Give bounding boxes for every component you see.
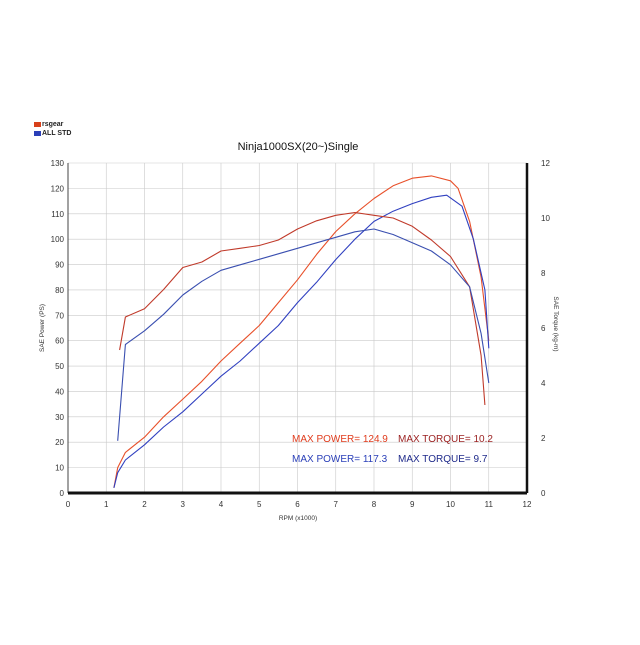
y-right-tick-labels: 0 2 4 6 8 10 12: [541, 159, 550, 498]
rsgear-torque-line: [119, 211, 486, 406]
y-left-tick-label: 80: [55, 286, 64, 295]
x-tick-label: 11: [485, 500, 494, 509]
x-tick-label: 5: [257, 500, 262, 509]
all-std-power-line: [113, 194, 490, 489]
x-tick-label: 3: [181, 500, 186, 509]
annotation-std-torque: MAX TORQUE= 9.7: [398, 454, 488, 465]
y-left-tick-label: 40: [55, 387, 64, 396]
legend-item-rsgear: rsgear: [34, 120, 71, 129]
annotation-rs-torque: MAX TORQUE= 10.2: [398, 434, 493, 445]
x-tick-labels: 0 1 2 3 4 5 6 7 8 9 10 11 12: [66, 500, 532, 509]
series-lines: [113, 175, 490, 489]
y-right-tick-label: 2: [541, 434, 546, 443]
y-right-tick-label: 4: [541, 379, 546, 388]
annotation-rs-power: MAX POWER= 124.9: [292, 434, 388, 445]
x-tick-label: 7: [334, 500, 339, 509]
axes: [67, 163, 529, 495]
y-left-axis-label: SAE Power (PS): [39, 304, 46, 352]
legend-swatch-all-std: [34, 131, 41, 136]
legend-swatch-rsgear: [34, 122, 41, 127]
annotation-std-power: MAX POWER= 117.3: [292, 454, 388, 465]
y-left-tick-label: 0: [60, 489, 65, 498]
y-left-tick-label: 90: [55, 261, 64, 270]
y-left-tick-label: 120: [51, 184, 65, 193]
y-left-tick-label: 30: [55, 413, 64, 422]
x-tick-label: 4: [219, 500, 224, 509]
y-left-tick-label: 100: [51, 235, 65, 244]
x-tick-label: 10: [446, 500, 455, 509]
y-left-tick-labels: 0 10 20 30 40 50 60 70 80 90 100 110 120 130: [51, 159, 65, 498]
rsgear-power-line: [113, 175, 490, 489]
x-tick-label: 6: [295, 500, 300, 509]
x-tick-label: 2: [142, 500, 147, 509]
x-tick-label: 12: [523, 500, 532, 509]
y-left-tick-label: 60: [55, 337, 64, 346]
all-std-torque-line: [117, 228, 490, 441]
x-tick-label: 1: [104, 500, 109, 509]
x-tick-label: 0: [66, 500, 71, 509]
legend-label-rsgear: rsgear: [42, 121, 64, 128]
x-tick-label: 9: [410, 500, 415, 509]
y-right-tick-label: 10: [541, 214, 550, 223]
y-right-tick-label: 12: [541, 159, 550, 168]
y-left-tick-label: 20: [55, 438, 64, 447]
legend-label-all-std: ALL STD: [42, 130, 72, 137]
y-right-tick-label: 6: [541, 324, 546, 333]
y-left-tick-label: 50: [55, 362, 64, 371]
y-right-tick-label: 8: [541, 269, 546, 278]
chart-title: Ninja1000SX(20~)Single: [238, 141, 359, 153]
legend-item-all-std: ALL STD: [34, 129, 71, 138]
y-left-tick-label: 70: [55, 311, 64, 320]
y-left-tick-label: 10: [55, 464, 64, 473]
x-axis-label: RPM (x1000): [279, 515, 317, 522]
y-right-tick-label: 0: [541, 489, 546, 498]
y-left-tick-label: 130: [51, 159, 65, 168]
x-tick-label: 8: [372, 500, 377, 509]
y-left-tick-label: 110: [51, 210, 64, 219]
legend: rsgear ALL STD: [34, 120, 71, 138]
y-right-axis-label: SAE Torque (kg-m): [552, 296, 559, 351]
